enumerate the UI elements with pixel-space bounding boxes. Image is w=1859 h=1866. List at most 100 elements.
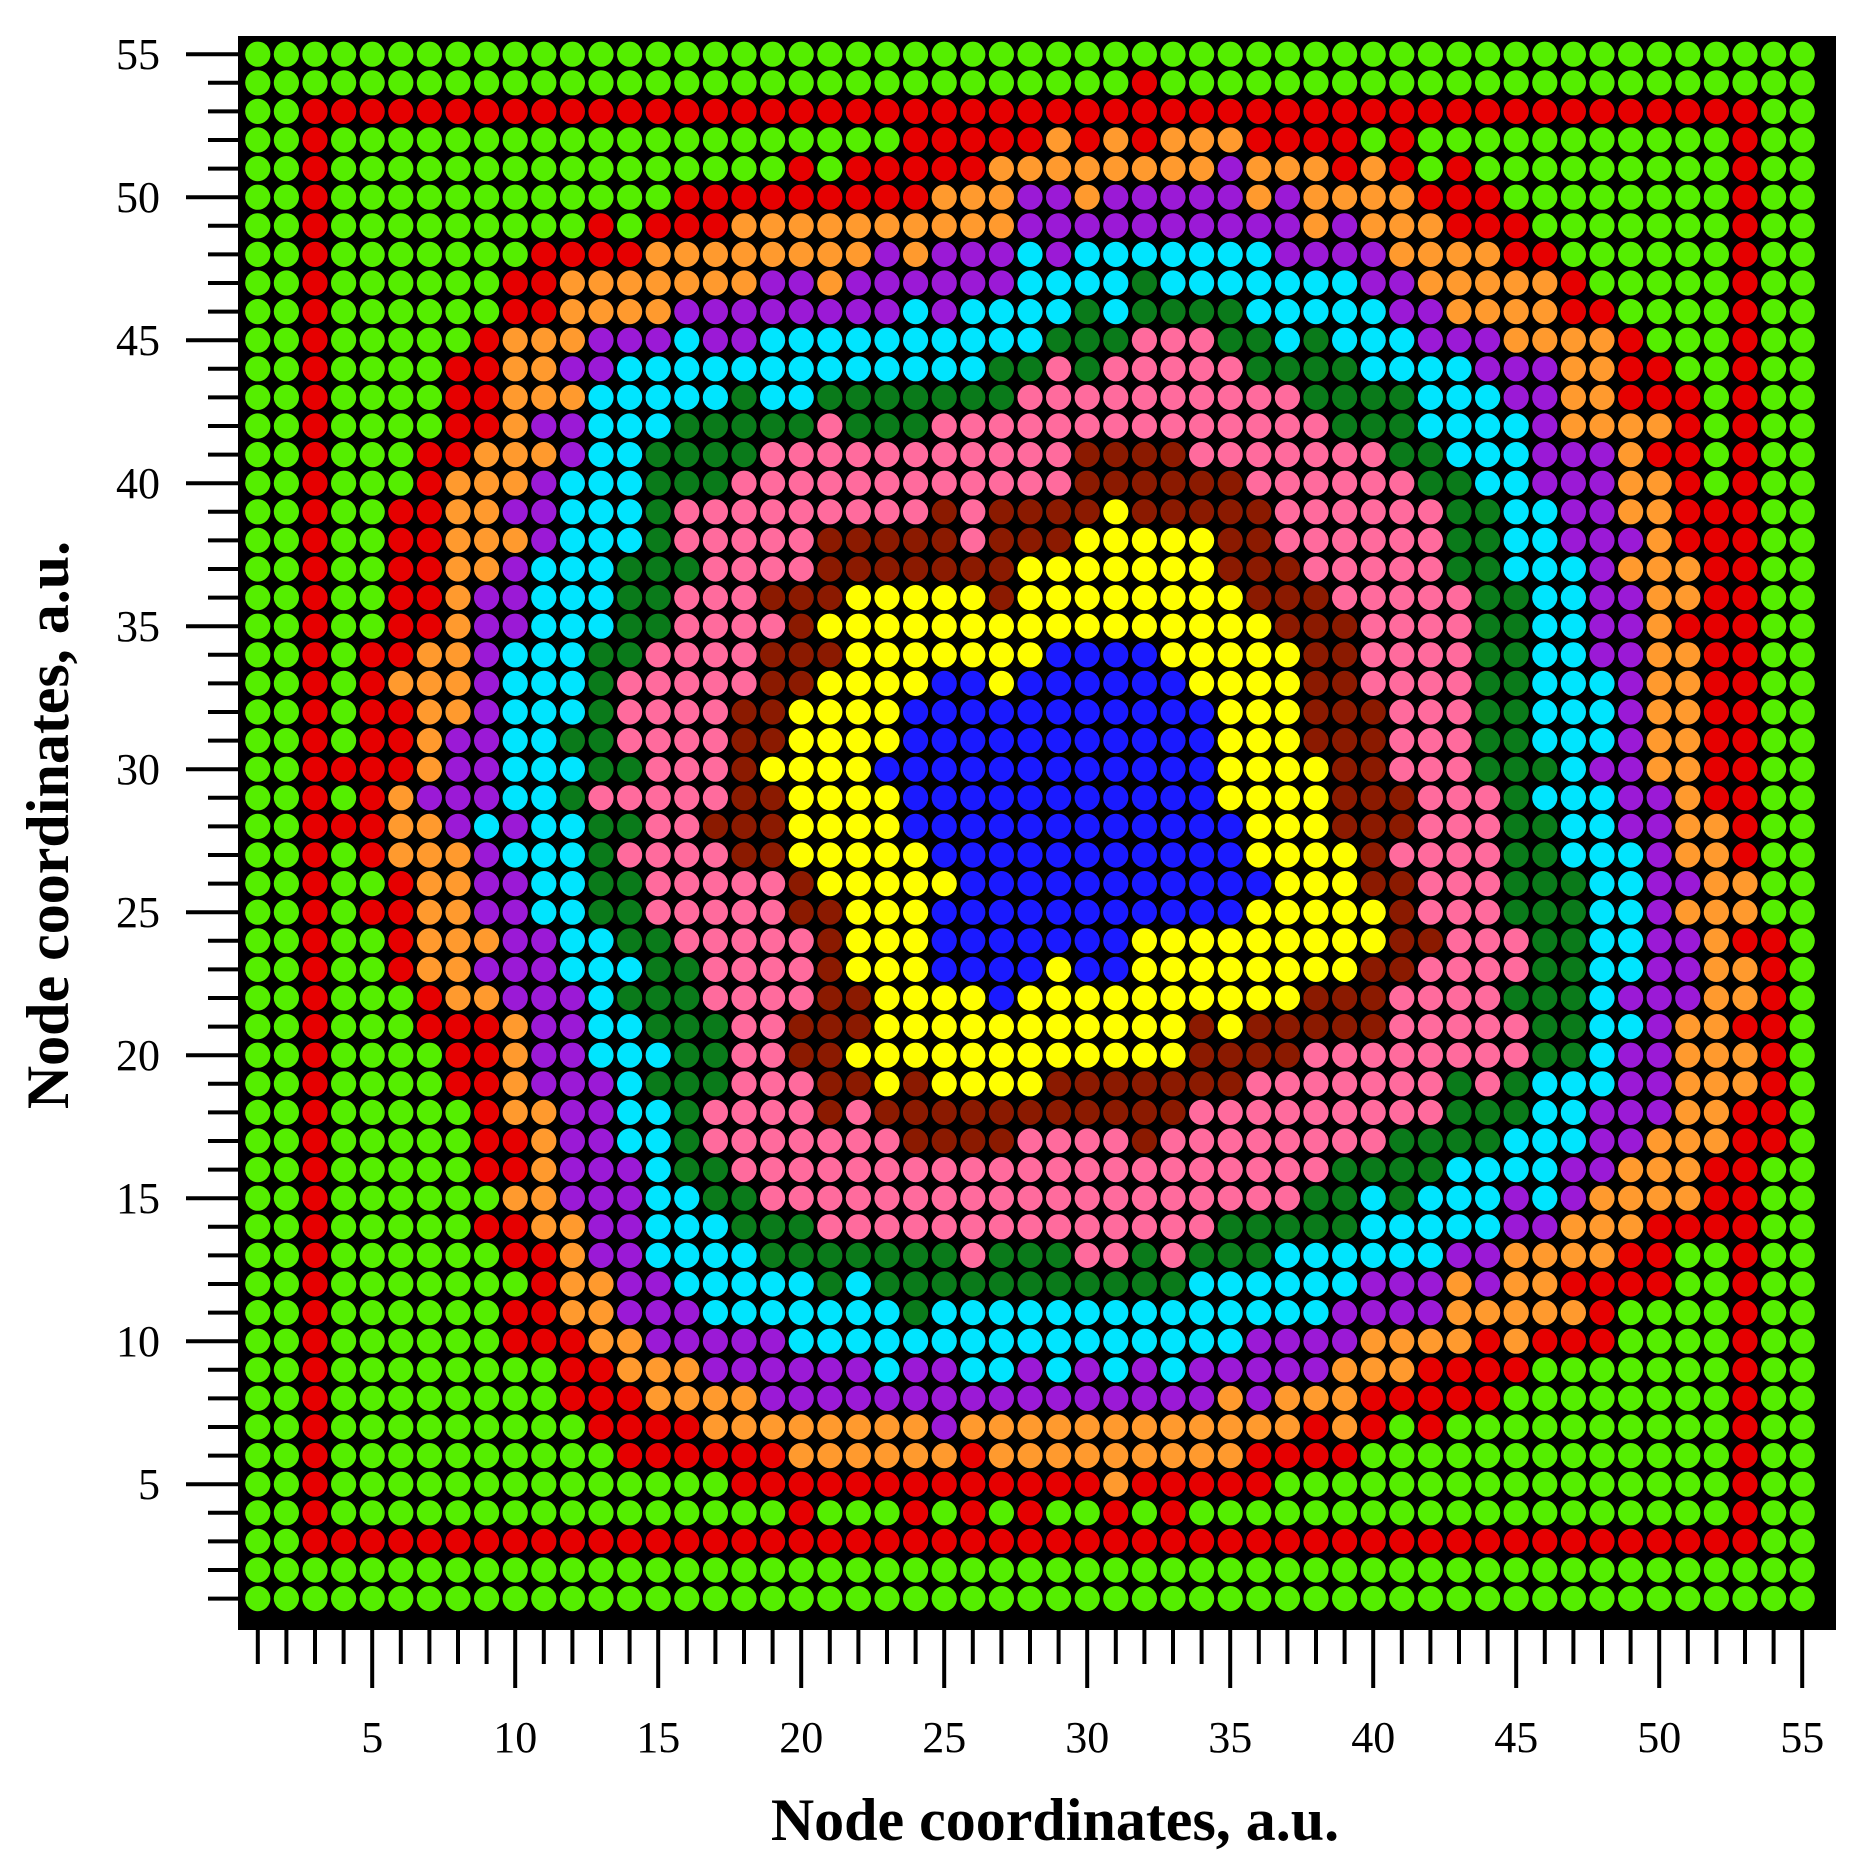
node-point bbox=[1303, 299, 1329, 325]
node-point bbox=[931, 1214, 957, 1240]
node-point bbox=[588, 585, 614, 611]
node-point bbox=[273, 1128, 299, 1154]
node-point bbox=[1589, 1071, 1615, 1097]
node-point bbox=[960, 956, 986, 983]
node-point bbox=[760, 41, 786, 67]
node-point bbox=[388, 642, 414, 668]
y-tick-label: 35 bbox=[116, 602, 160, 651]
node-point bbox=[531, 871, 557, 897]
node-point bbox=[1389, 1300, 1415, 1326]
node-point bbox=[1360, 699, 1386, 725]
node-point bbox=[359, 1557, 385, 1583]
node-point bbox=[1046, 184, 1072, 210]
node-point bbox=[1732, 527, 1758, 554]
node-point bbox=[788, 1557, 814, 1583]
node-point bbox=[1589, 1242, 1615, 1268]
node-point bbox=[416, 699, 442, 725]
node-point bbox=[817, 556, 843, 582]
node-point bbox=[416, 1300, 442, 1326]
node-point bbox=[1675, 98, 1701, 124]
node-point bbox=[531, 1385, 557, 1411]
node-point bbox=[1017, 1242, 1043, 1268]
node-point bbox=[702, 1385, 729, 1411]
node-point bbox=[931, 871, 957, 897]
node-point bbox=[617, 1300, 643, 1326]
node-point bbox=[1618, 442, 1644, 468]
node-point bbox=[1017, 70, 1043, 96]
node-point bbox=[1761, 613, 1787, 639]
node-point bbox=[588, 728, 614, 754]
node-point bbox=[788, 1214, 814, 1240]
node-point bbox=[1446, 1471, 1472, 1497]
node-point bbox=[1646, 241, 1672, 267]
node-point bbox=[1475, 871, 1501, 897]
node-grid bbox=[245, 41, 1815, 1612]
node-point bbox=[359, 184, 385, 210]
node-point bbox=[302, 670, 328, 697]
node-point bbox=[1274, 785, 1300, 811]
node-point bbox=[559, 670, 586, 697]
node-point bbox=[788, 1185, 814, 1211]
node-point bbox=[817, 413, 843, 439]
node-point bbox=[1074, 642, 1100, 668]
node-point bbox=[1103, 1157, 1129, 1183]
node-point bbox=[1532, 642, 1558, 668]
node-point bbox=[302, 956, 328, 983]
node-point bbox=[1274, 1128, 1300, 1154]
node-point bbox=[1303, 1471, 1329, 1497]
node-point bbox=[1503, 1042, 1529, 1068]
node-point bbox=[1103, 1214, 1129, 1240]
node-point bbox=[674, 1242, 700, 1268]
node-point bbox=[760, 985, 786, 1011]
node-point bbox=[1017, 1328, 1043, 1354]
node-point bbox=[817, 899, 843, 925]
node-point bbox=[960, 1071, 986, 1097]
node-point bbox=[674, 270, 700, 296]
node-point bbox=[1046, 327, 1072, 353]
node-point bbox=[502, 1099, 528, 1125]
node-point bbox=[931, 41, 957, 67]
node-point bbox=[1389, 1157, 1415, 1183]
node-point bbox=[617, 585, 643, 611]
node-point bbox=[1360, 670, 1386, 697]
node-point bbox=[645, 1557, 671, 1583]
node-point bbox=[502, 470, 528, 496]
node-point bbox=[1761, 756, 1787, 782]
node-point bbox=[874, 384, 900, 410]
node-point bbox=[1417, 1557, 1443, 1583]
node-point bbox=[845, 699, 872, 725]
node-point bbox=[1274, 499, 1300, 525]
node-point bbox=[1532, 356, 1558, 382]
node-point bbox=[1560, 813, 1586, 840]
node-point bbox=[502, 585, 528, 611]
node-point bbox=[674, 670, 700, 697]
node-point bbox=[1246, 70, 1272, 96]
node-point bbox=[988, 1414, 1015, 1440]
node-point bbox=[1160, 613, 1186, 639]
node-point bbox=[960, 1271, 986, 1297]
node-point bbox=[845, 842, 872, 868]
node-point bbox=[674, 241, 700, 267]
node-point bbox=[1789, 699, 1815, 725]
node-point bbox=[1131, 1528, 1157, 1554]
node-point bbox=[531, 613, 557, 639]
node-point bbox=[331, 1042, 357, 1068]
node-point bbox=[1761, 842, 1787, 868]
node-point bbox=[817, 1471, 843, 1497]
node-point bbox=[1761, 1071, 1787, 1097]
node-point bbox=[1446, 642, 1472, 668]
node-point bbox=[1532, 413, 1558, 439]
node-point bbox=[1589, 1357, 1615, 1383]
node-point bbox=[388, 1128, 414, 1154]
node-point bbox=[474, 1157, 500, 1183]
y-tick-label: 30 bbox=[116, 745, 160, 794]
node-point bbox=[1417, 413, 1443, 439]
node-point bbox=[1332, 1586, 1358, 1612]
node-point bbox=[1560, 413, 1586, 439]
x-tick-label: 30 bbox=[1065, 1713, 1109, 1762]
node-point bbox=[702, 699, 729, 725]
node-point bbox=[1503, 670, 1529, 697]
node-point bbox=[245, 728, 271, 754]
node-point bbox=[1274, 1385, 1300, 1411]
node-point bbox=[903, 156, 929, 182]
